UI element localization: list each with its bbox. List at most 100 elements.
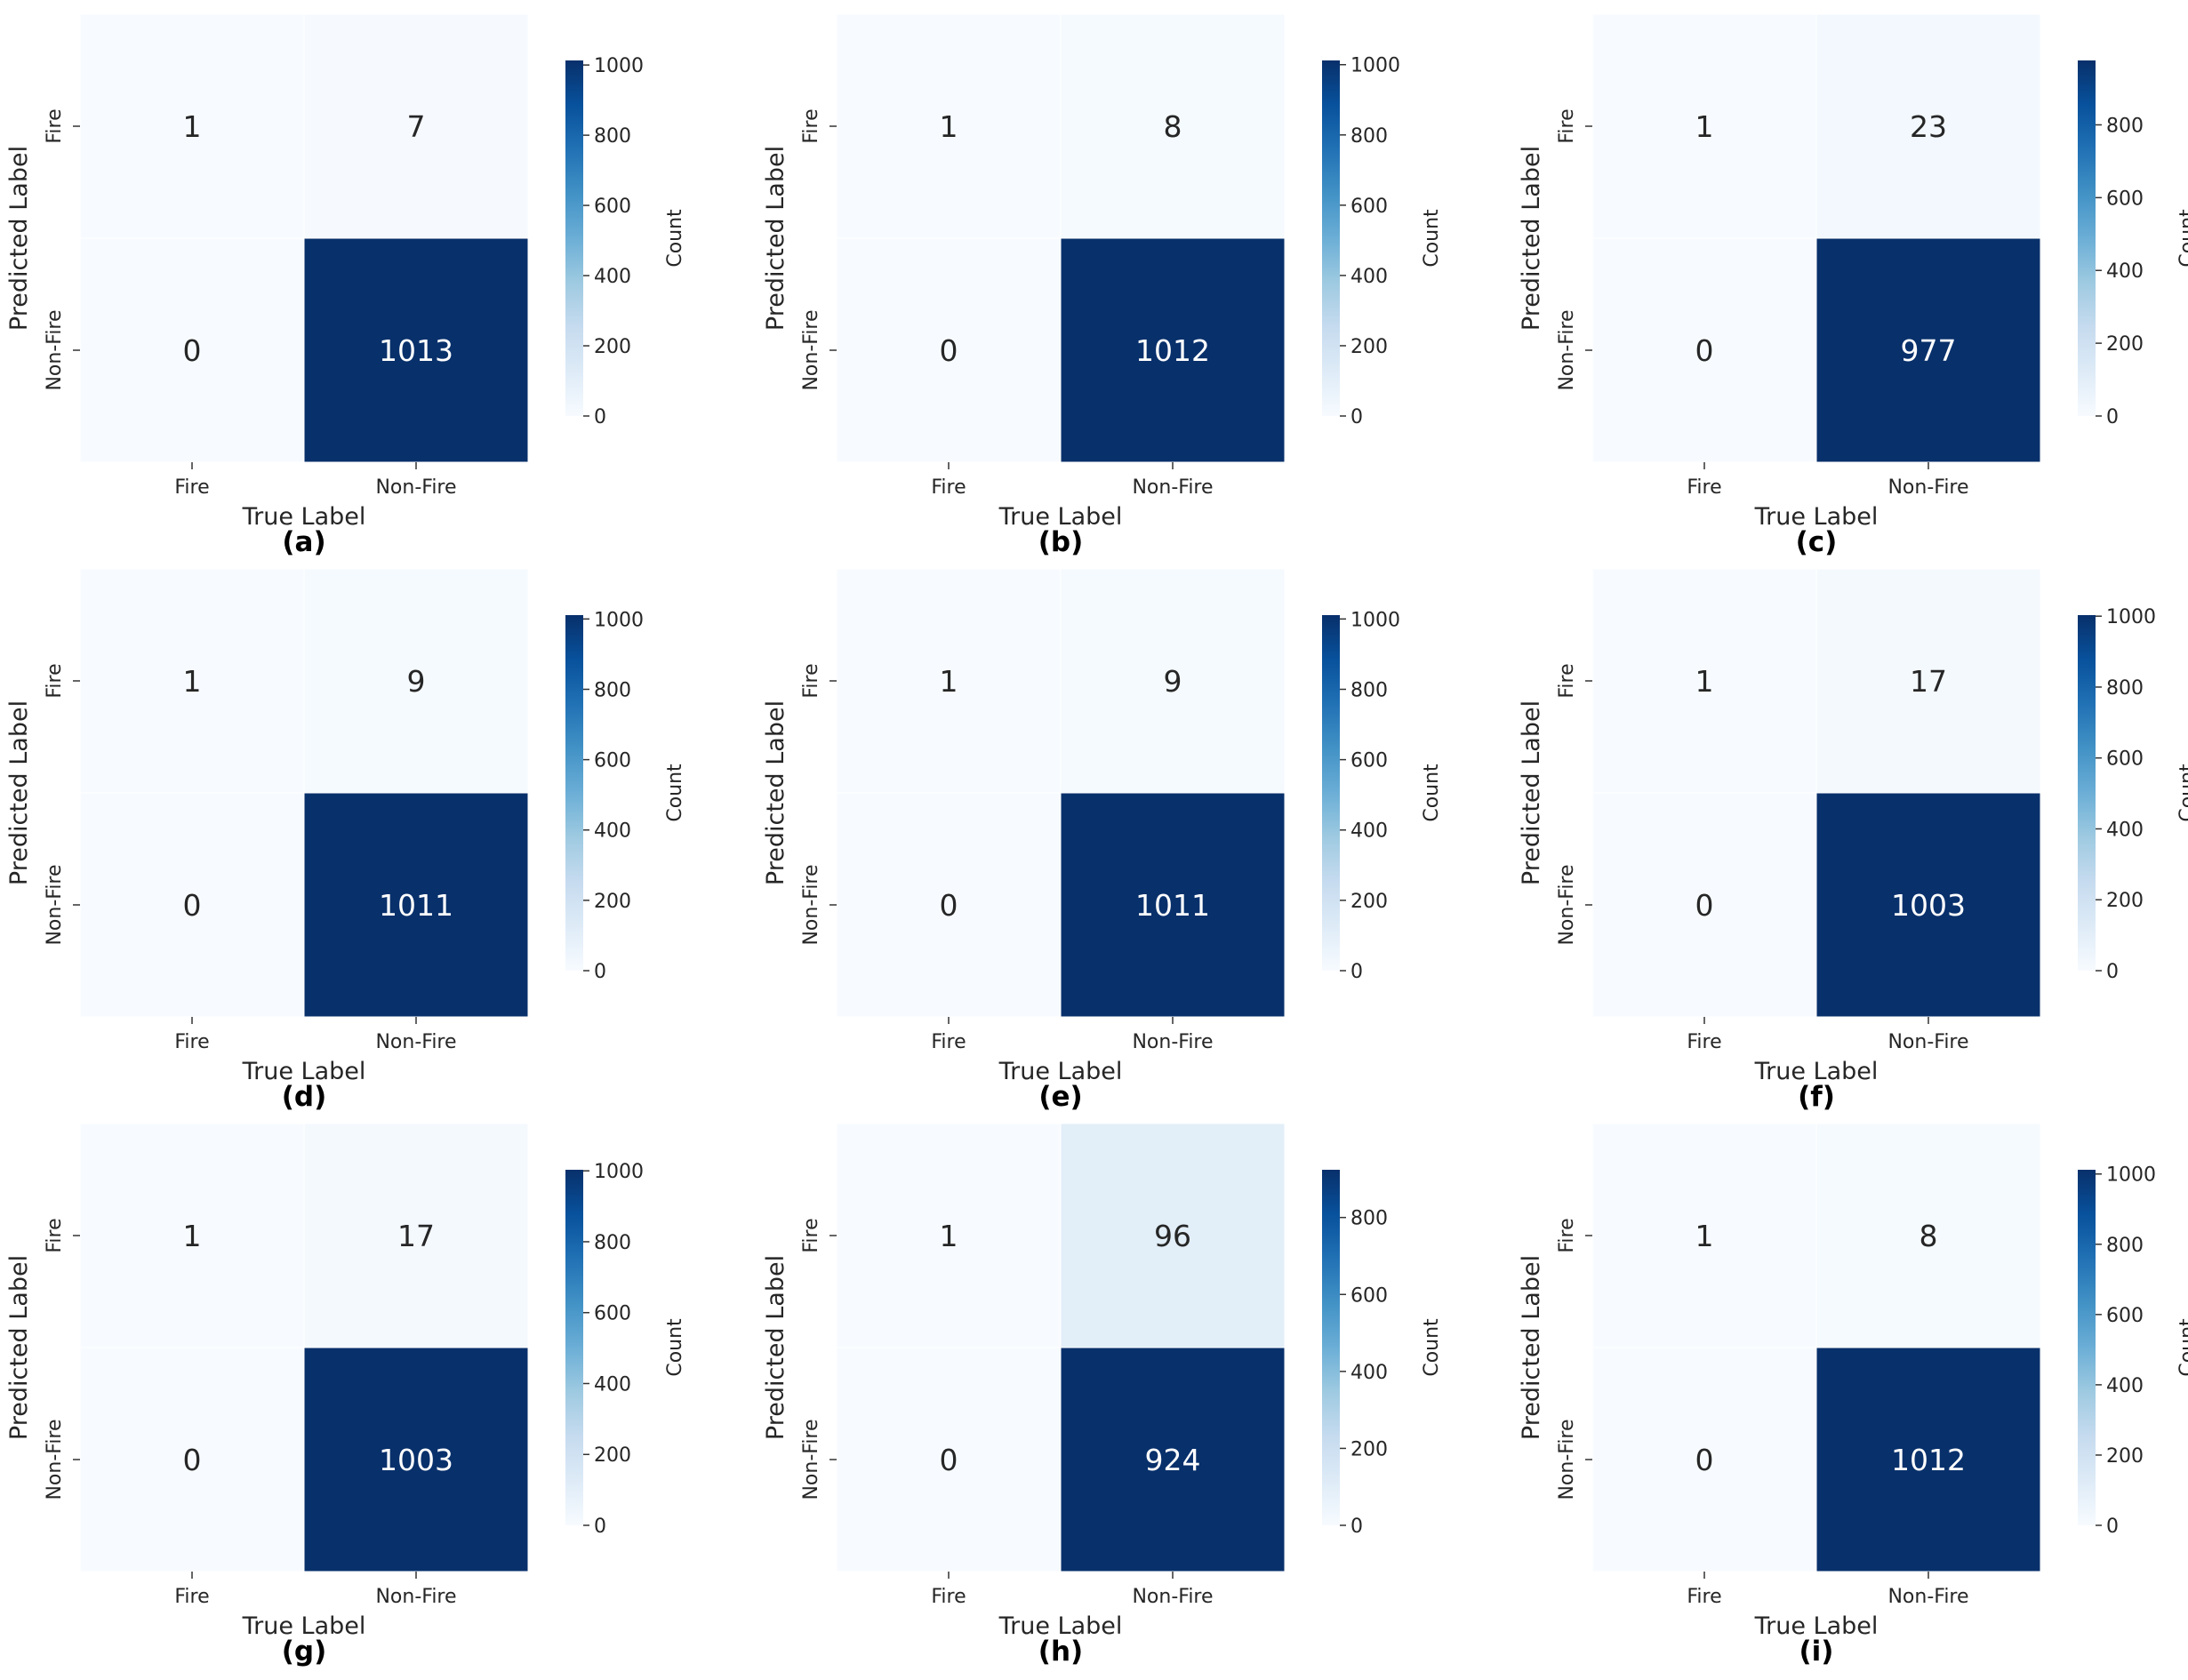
- colorbar-tick-label: 200: [594, 891, 631, 913]
- heatmap-cell: [303, 1123, 529, 1348]
- cell-value-label: 8: [1164, 109, 1182, 144]
- cell-value-label: 1: [940, 664, 958, 699]
- cell-value-label: 0: [940, 888, 958, 923]
- cell-value-label: 0: [183, 333, 202, 368]
- heatmap-cell: [836, 1347, 1062, 1572]
- panel-label: (b): [1038, 526, 1084, 558]
- cell-value-label: 1: [1695, 109, 1714, 144]
- heatmap-cell: [836, 13, 1062, 239]
- colorbar-label: Count: [2176, 209, 2188, 268]
- heatmap-cell: [1591, 568, 1817, 794]
- x-tick-label: Non-Fire: [375, 476, 456, 499]
- cell-value-label: 17: [397, 1219, 435, 1253]
- colorbar-label: Count: [1421, 1318, 1443, 1377]
- x-tick-label: Fire: [931, 1031, 966, 1053]
- cell-value-label: 96: [1154, 1219, 1191, 1253]
- y-tick-label: Fire: [800, 1218, 822, 1252]
- y-tick-label: Fire: [44, 663, 66, 698]
- cell-value-label: 1: [940, 109, 958, 144]
- colorbar-tick-label: 600: [2106, 1305, 2144, 1327]
- colorbar-tick-label: 200: [2106, 890, 2144, 912]
- x-tick-label: Fire: [1687, 476, 1721, 499]
- colorbar-tick-label: 0: [594, 1516, 606, 1538]
- colorbar-tick-label: 800: [1350, 1208, 1388, 1230]
- x-tick-label: Fire: [1687, 1586, 1721, 1608]
- y-tick-label: Non-Fire: [44, 309, 66, 390]
- cell-value-label: 1003: [1891, 888, 1966, 923]
- cell-value-label: 8: [1920, 1219, 1938, 1253]
- x-tick-label: Fire: [931, 1586, 966, 1608]
- colorbar-tick-label: 600: [594, 750, 631, 772]
- colorbar-tick-label: 800: [1350, 125, 1388, 148]
- colorbar-tick-label: 400: [594, 820, 631, 843]
- x-tick-label: Non-Fire: [1887, 1031, 1968, 1053]
- colorbar-tick-label: 1000: [2106, 1164, 2156, 1187]
- cell-value-label: 1: [183, 664, 202, 699]
- cell-value-label: 9: [407, 664, 426, 699]
- colorbar-tick-label: 600: [1350, 1284, 1388, 1307]
- heatmap-cell: [79, 1123, 305, 1348]
- cell-value-label: 924: [1145, 1443, 1201, 1477]
- x-axis-label: True Label: [242, 503, 366, 531]
- heatmap-cell: [79, 13, 305, 239]
- colorbar-tick-label: 200: [594, 1444, 631, 1467]
- y-tick-label: Non-Fire: [1556, 864, 1578, 945]
- y-axis-label: Predicted Label: [5, 700, 33, 885]
- colorbar-tick-label: 1000: [1350, 609, 1400, 631]
- x-tick-label: Non-Fire: [1132, 1031, 1213, 1053]
- colorbar-tick-label: 800: [2106, 115, 2144, 137]
- cell-value-label: 7: [407, 109, 426, 144]
- colorbar-tick-label: 600: [594, 1303, 631, 1325]
- x-tick-label: Fire: [174, 476, 209, 499]
- confusion-matrix-panel: 1 8 0 1012 Fire Non-Fire Fire Non-Fire True Labe…: [1518, 1123, 2188, 1668]
- cell-value-label: 0: [1695, 1443, 1714, 1477]
- heatmap-cell: [303, 1347, 529, 1572]
- x-tick-label: Non-Fire: [1887, 1586, 1968, 1608]
- colorbar-tick-label: 800: [2106, 677, 2144, 700]
- cell-value-label: 1: [183, 109, 202, 144]
- y-tick-label: Fire: [1556, 108, 1578, 143]
- colorbar-tick-label: 600: [594, 196, 631, 218]
- cell-value-label: 1: [1695, 1219, 1714, 1253]
- heatmap-cell: [303, 13, 529, 239]
- colorbar-tick-label: 0: [2106, 1516, 2119, 1538]
- x-tick-label: Fire: [174, 1586, 209, 1608]
- heatmap-cell: [79, 792, 305, 1018]
- confusion-matrix-panel: 1 9 0 1011 Fire Non-Fire Fire Non-Fire True Labe…: [762, 568, 1443, 1113]
- cell-value-label: 1011: [379, 888, 453, 923]
- x-tick-label: Non-Fire: [375, 1586, 456, 1608]
- y-axis-label: Predicted Label: [5, 146, 33, 331]
- x-axis-label: True Label: [998, 1058, 1123, 1085]
- cell-value-label: 1012: [1891, 1443, 1966, 1477]
- x-tick-label: Non-Fire: [375, 1031, 456, 1053]
- heatmap-cell: [1591, 1123, 1817, 1348]
- colorbar-tick-label: 1000: [594, 609, 644, 631]
- x-axis-label: True Label: [242, 1612, 366, 1640]
- colorbar-tick-label: 0: [2106, 406, 2119, 428]
- colorbar: [1322, 60, 1340, 416]
- heatmap-cell: [79, 1347, 305, 1572]
- colorbar-tick-label: 800: [594, 679, 631, 701]
- cell-value-label: 1011: [1135, 888, 1210, 923]
- x-tick-label: Non-Fire: [1132, 1586, 1213, 1608]
- cell-value-label: 0: [183, 888, 202, 923]
- heatmap-cell: [303, 237, 529, 463]
- y-tick-label: Fire: [800, 108, 822, 143]
- y-tick-label: Non-Fire: [800, 309, 822, 390]
- colorbar-tick-label: 600: [1350, 750, 1388, 772]
- x-tick-label: Non-Fire: [1132, 476, 1213, 499]
- heatmap-cell: [1815, 237, 2041, 463]
- y-tick-label: Fire: [44, 1218, 66, 1252]
- heatmap-cell: [1591, 1347, 1817, 1572]
- panel-label: (g): [282, 1636, 327, 1668]
- heatmap-cell: [1815, 1123, 2041, 1348]
- colorbar-tick-label: 800: [2106, 1235, 2144, 1257]
- panel-label: (h): [1038, 1636, 1083, 1668]
- x-axis-label: True Label: [1754, 1612, 1879, 1640]
- colorbar-label: Count: [1421, 764, 1443, 822]
- colorbar-tick-label: 0: [594, 961, 606, 983]
- heatmap-cell: [1815, 1347, 2041, 1572]
- colorbar-tick-label: 0: [2106, 961, 2119, 983]
- x-axis-label: True Label: [998, 503, 1123, 531]
